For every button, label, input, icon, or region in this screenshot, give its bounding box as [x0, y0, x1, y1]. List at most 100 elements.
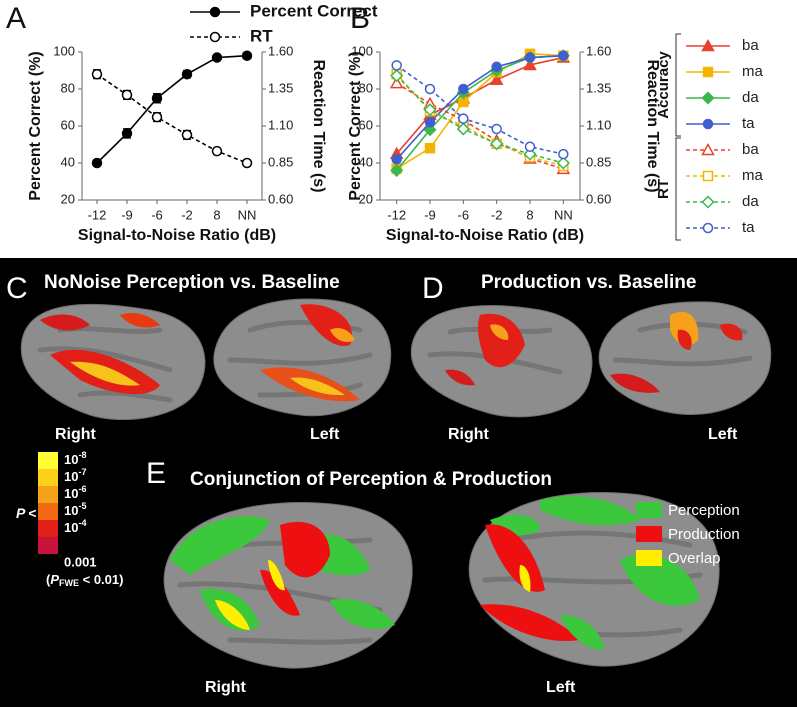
- point: [424, 83, 436, 95]
- y2-axis-label: Reaction Time (s): [644, 59, 661, 192]
- series-line: [396, 75, 564, 164]
- y-tick-label: 20: [359, 191, 373, 206]
- chart: A 20 40 60 80 100 0.60 0.85 1.10 1.35 1.60 -12 -9 -6 -…: [6, 1, 378, 244]
- hemisphere-label: Right: [448, 426, 490, 443]
- y-tick-label: 60: [61, 117, 75, 132]
- colorbar-label: 10-5: [64, 501, 86, 518]
- series-line: [396, 53, 564, 170]
- point: [458, 113, 469, 124]
- point: [211, 145, 223, 157]
- legend-label: RT: [250, 26, 273, 45]
- point: [390, 69, 404, 83]
- level-exp: -7: [78, 467, 86, 477]
- point: [558, 50, 569, 61]
- chart: B 20 40 60 80 100 0.60 0.85 1.10 1.35 1.60 -12 -9 -6 -…: [347, 2, 763, 244]
- point: [558, 148, 569, 160]
- y2-tick-label: 0.85: [586, 154, 611, 169]
- point: [391, 60, 402, 71]
- legend-group-label: RT: [655, 179, 672, 199]
- panel-title: Conjunction of Perception & Production: [190, 469, 552, 490]
- note-part: (: [46, 572, 51, 587]
- y-tick-label: 20: [61, 191, 75, 206]
- legend-label: ma: [742, 167, 763, 184]
- legend-marker: [702, 222, 714, 234]
- point: [211, 52, 223, 63]
- legend-label: Perception: [668, 502, 740, 519]
- legend-bracket: [675, 33, 681, 137]
- point: [91, 157, 103, 169]
- hemisphere-label: Right: [205, 679, 247, 696]
- note-part: P: [50, 572, 59, 587]
- point: [556, 156, 570, 170]
- brain-right: [410, 305, 593, 418]
- hemisphere-label: Left: [546, 679, 576, 696]
- y2-tick-label: 0.85: [268, 154, 293, 169]
- y-tick-label: 80: [359, 80, 373, 95]
- point: [456, 122, 470, 136]
- point: [491, 61, 502, 73]
- point: [241, 157, 253, 169]
- y-tick-label: 80: [61, 80, 75, 95]
- point: [458, 83, 469, 95]
- legend-marker: [209, 31, 221, 43]
- legend-marker: [702, 170, 714, 182]
- panel-title: Production vs. Baseline: [481, 272, 696, 293]
- point: [151, 111, 163, 123]
- x-tick-label: -9: [424, 207, 436, 222]
- level-exp: -4: [78, 518, 86, 528]
- level-exp: -5: [78, 501, 86, 511]
- y2-tick-label: 1.35: [586, 80, 611, 95]
- legend-label: ta: [742, 115, 755, 132]
- x-tick-label: -6: [151, 207, 163, 222]
- legend-swatch: [636, 502, 662, 518]
- legend-label: ba: [742, 141, 759, 158]
- legend-label: da: [742, 193, 759, 210]
- p-symbol: P: [16, 505, 26, 521]
- point: [390, 163, 404, 177]
- x-tick-label: -6: [458, 207, 470, 222]
- y-axis-label: Percent Correct (%): [347, 51, 364, 200]
- overlay-legend: Perception Production Overlap: [636, 502, 740, 567]
- series-line: [396, 73, 564, 167]
- colorbar-label: 0.001: [64, 554, 97, 569]
- legend-marker: [209, 6, 221, 18]
- panel-letter: B: [350, 2, 370, 35]
- brain-left: [598, 301, 772, 416]
- y2-tick-label: 1.60: [586, 43, 611, 58]
- level-base: 10: [64, 520, 78, 535]
- colorbar-title: P <: [16, 505, 37, 521]
- point: [181, 68, 193, 80]
- legend-label: ta: [742, 219, 755, 236]
- legend-group-label: Accuracy: [655, 51, 672, 119]
- legend-bracket: [675, 137, 681, 241]
- y2-axis-label: Reaction Time (s): [310, 59, 327, 192]
- point: [424, 142, 436, 154]
- point: [423, 123, 437, 137]
- y2-tick-label: 0.60: [586, 191, 611, 206]
- level-base: 10: [64, 486, 78, 501]
- x-tick-label: -12: [88, 207, 107, 222]
- x-tick-label: NN: [554, 207, 573, 222]
- y2-tick-label: 1.10: [586, 117, 611, 132]
- x-tick-label: -12: [387, 207, 406, 222]
- legend-marker: [702, 118, 714, 130]
- legend-marker: [701, 142, 715, 156]
- series-line: [396, 56, 564, 155]
- y-tick-label: 40: [61, 154, 75, 169]
- legend-marker: [702, 66, 714, 78]
- colorbar-label: 10-7: [64, 467, 86, 484]
- hemisphere-label: Right: [55, 426, 97, 443]
- point: [524, 52, 536, 63]
- level-base: 10: [64, 469, 78, 484]
- point: [241, 50, 253, 61]
- y2-tick-label: 1.35: [268, 80, 293, 95]
- point: [490, 137, 504, 151]
- point: [389, 76, 404, 89]
- point: [181, 129, 193, 141]
- series-line: [396, 64, 564, 155]
- point: [423, 103, 437, 117]
- colorbar-label: 10-6: [64, 484, 86, 501]
- x-tick-label: -2: [491, 207, 503, 222]
- y-tick-label: 40: [359, 154, 373, 169]
